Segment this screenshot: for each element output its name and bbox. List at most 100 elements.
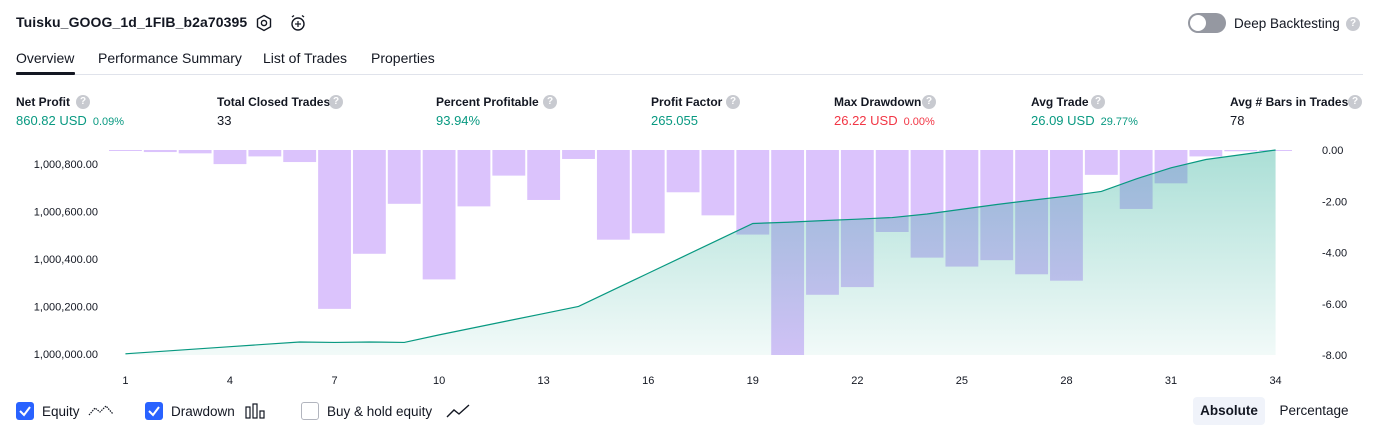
drawdown-bar [492, 150, 526, 176]
drawdown-bar [213, 150, 247, 165]
x-axis-tick-label: 28 [1060, 375, 1072, 387]
x-axis-tick-label: 19 [747, 375, 759, 387]
settings-gear-icon[interactable] [255, 14, 273, 32]
drawdown-bar [109, 150, 142, 151]
info-icon[interactable]: ? [922, 95, 936, 109]
tab-performance-summary[interactable]: Performance Summary [98, 50, 242, 66]
metric-value-text: 78 [1230, 113, 1245, 128]
percentage-button[interactable]: Percentage [1279, 403, 1349, 418]
info-icon[interactable]: ? [329, 95, 343, 109]
check-icon [19, 406, 31, 417]
x-axis-tick-label: 13 [538, 375, 550, 387]
equity-line [125, 149, 1276, 355]
tabs-divider [16, 74, 1363, 75]
drawdown-bar [318, 150, 351, 309]
tab-properties[interactable]: Properties [371, 50, 435, 66]
drawdown-bar [143, 150, 177, 153]
equity-checkbox[interactable] [16, 402, 34, 420]
info-icon[interactable]: ? [1091, 95, 1105, 109]
toggle-knob [1190, 15, 1206, 31]
drawdown-bars-icon [245, 403, 265, 419]
x-axis-tick-label: 22 [851, 375, 863, 387]
metric-value: 26.09 USD 29.77% [1031, 113, 1138, 128]
buy-hold-checkbox[interactable] [301, 402, 319, 420]
equity-drawdown-chart: 1,000,000.00 1,000,200.00 1,000,400.00 1,00… [34, 145, 1347, 387]
info-icon[interactable]: ? [1348, 95, 1362, 109]
drawdown-bar [736, 150, 770, 235]
tab-list-of-trades[interactable]: List of Trades [263, 50, 348, 66]
metric-value-text: 265.055 [651, 113, 698, 128]
left-axis-tick-label: 1,000,200.00 [34, 301, 98, 313]
right-axis-tick-label: -2.00 [1322, 196, 1347, 208]
x-axis-tick-label: 4 [227, 375, 233, 387]
add-alert-clock-icon[interactable] [289, 14, 307, 32]
x-axis-tick-label: 31 [1165, 375, 1177, 387]
drawdown-checkbox[interactable] [145, 402, 163, 420]
drawdown-bar [387, 150, 421, 204]
right-axis-tick-label: -4.00 [1322, 248, 1347, 260]
drawdown-bar [283, 150, 317, 163]
metric-value: 860.82 USD 0.09% [16, 113, 124, 128]
metric-label: Net Profit [16, 95, 70, 109]
right-axis-tick-label: -8.00 [1322, 350, 1347, 362]
deep-backtesting-toggle[interactable] [1188, 13, 1226, 33]
metric-value-text: 26.09 USD [1031, 113, 1095, 128]
drawdown-bar [248, 150, 282, 157]
drawdown-bar [527, 150, 561, 200]
check-icon [148, 406, 160, 417]
metric-value-text: 26.22 USD [834, 113, 898, 128]
left-axis-tick-label: 1,000,400.00 [34, 254, 98, 266]
strategy-title: Tuisku_GOOG_1d_1FIB_b2a70395 [16, 14, 248, 30]
metric-label: Total Closed Trades [217, 95, 331, 109]
equity-legend-label: Equity [42, 404, 80, 419]
left-axis-tick-label: 1,000,600.00 [34, 207, 98, 219]
drawdown-bar [178, 150, 212, 154]
buy-hold-legend-label: Buy & hold equity [327, 404, 433, 419]
drawdown-bar [562, 150, 595, 159]
metric-value: 265.055 [651, 113, 698, 128]
x-axis-tick-label: 10 [433, 375, 445, 387]
metric-value: 26.22 USD 0.00% [834, 113, 935, 128]
metric-value-text: 93.94% [436, 113, 481, 128]
tab-overview[interactable]: Overview [16, 50, 75, 66]
metric-percent: 0.00% [903, 116, 935, 128]
metric-value: 33 [217, 113, 231, 128]
x-axis-tick-label: 34 [1269, 375, 1281, 387]
metric-label: Percent Profitable [436, 95, 539, 109]
left-axis-tick-label: 1,000,000.00 [34, 349, 98, 361]
metric-label: Max Drawdown [834, 95, 922, 109]
metric-label: Profit Factor [651, 95, 723, 109]
x-axis-tick-label: 16 [642, 375, 654, 387]
info-icon[interactable]: ? [726, 95, 740, 109]
x-axis-tick-label: 25 [956, 375, 968, 387]
drawdown-bar [422, 150, 456, 280]
info-icon[interactable]: ? [543, 95, 557, 109]
metric-label: Avg Trade [1031, 95, 1089, 109]
right-axis-tick-label: -6.00 [1322, 299, 1347, 311]
drawdown-bar [631, 150, 665, 234]
x-axis-tick-label: 7 [331, 375, 337, 387]
absolute-button[interactable]: Absolute [1193, 397, 1265, 425]
metric-value-text: 33 [217, 113, 232, 128]
drawdown-bar [457, 150, 491, 207]
metric-value-text: 860.82 USD [16, 113, 87, 128]
metric-percent: 29.77% [1100, 116, 1138, 128]
drawdown-bar [352, 150, 386, 254]
equity-area [125, 150, 1276, 355]
metric-value: 78 [1230, 113, 1244, 128]
drawdown-bar [1084, 150, 1118, 175]
drawdown-bar [596, 150, 630, 240]
deep-backtesting-label: Deep Backtesting [1234, 16, 1340, 31]
metric-label: Avg # Bars in Trades [1230, 95, 1349, 109]
help-icon[interactable]: ? [1346, 17, 1360, 31]
equity-line-icon [88, 405, 114, 416]
metric-percent: 0.09% [92, 116, 125, 128]
buy-hold-line-icon [446, 404, 470, 418]
drawdown-bar [701, 150, 735, 216]
metric-value: 93.94% [436, 113, 480, 128]
right-axis-tick-label: 0.00 [1322, 145, 1343, 157]
info-icon[interactable]: ? [76, 95, 90, 109]
drawdown-bar [1224, 150, 1258, 152]
drawdown-legend-label: Drawdown [171, 404, 235, 419]
left-axis-tick-label: 1,000,800.00 [34, 159, 98, 171]
